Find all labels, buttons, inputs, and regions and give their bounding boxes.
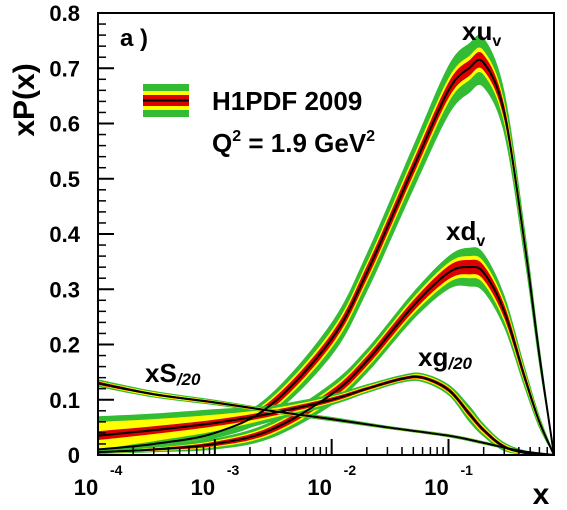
y-axis-label: xP(x) — [8, 63, 41, 136]
label-xs: xS/20 — [145, 358, 201, 389]
q2-value: = 1.9 GeV — [241, 128, 367, 158]
x-tick-label: 10 — [74, 475, 98, 500]
x-tick-label: 10 — [307, 475, 331, 500]
xdv-central-line — [98, 265, 554, 455]
x-tick-label: 10 — [191, 475, 215, 500]
y-tick-label: 0.7 — [49, 56, 80, 81]
xg-central-line — [98, 375, 554, 455]
x-tick-exponent: -3 — [227, 462, 240, 478]
legend-entry: H1PDF 2009 — [212, 86, 362, 116]
x-tick-exponent: -2 — [344, 462, 357, 478]
y-tick-label: 0.4 — [49, 222, 80, 247]
label-xs-sub: /20 — [176, 370, 201, 389]
xg-band-middle — [98, 374, 554, 455]
label-xg: xg/20 — [418, 342, 473, 373]
xuv-central-line — [98, 58, 554, 455]
xs-central-line — [98, 382, 554, 455]
legend: H1PDF 2009 Q2 = 1.9 GeV2 — [143, 84, 375, 158]
y-tick-label: 0.3 — [49, 277, 80, 302]
q2-unit-superscript: 2 — [366, 128, 375, 145]
label-xdv: xdv — [446, 216, 485, 250]
y-tick-label: 0.6 — [49, 112, 80, 137]
label-xg-sub: /20 — [447, 354, 472, 373]
legend-q2-text: Q2 = 1.9 GeV2 — [212, 128, 375, 158]
y-tick-label: 0 — [68, 443, 80, 468]
y-tick-label: 0.1 — [49, 388, 80, 413]
central-curves — [98, 58, 554, 455]
label-xuv-sub: v — [492, 33, 501, 50]
x-tick-exponent: -4 — [110, 462, 123, 478]
y-tick-label: 0.8 — [49, 1, 80, 26]
x-axis-label: x — [533, 478, 550, 510]
x-axis-ticks: 10 -4 10 -3 10 -2 10 -1 — [74, 439, 548, 500]
q2-superscript: 2 — [232, 128, 241, 145]
label-xdv-sub: v — [476, 233, 485, 250]
y-tick-label: 0.5 — [49, 167, 80, 192]
label-xuv: xuv — [462, 16, 501, 50]
y-axis-ticks: 0 0.1 0.2 0.3 0.4 0.5 0.6 0.7 0.8 — [49, 1, 114, 468]
x-tick-exponent: -1 — [460, 462, 473, 478]
y-tick-label: 0.2 — [49, 333, 80, 358]
panel-label: a ) — [120, 25, 148, 52]
x-tick-label: 10 — [424, 475, 448, 500]
